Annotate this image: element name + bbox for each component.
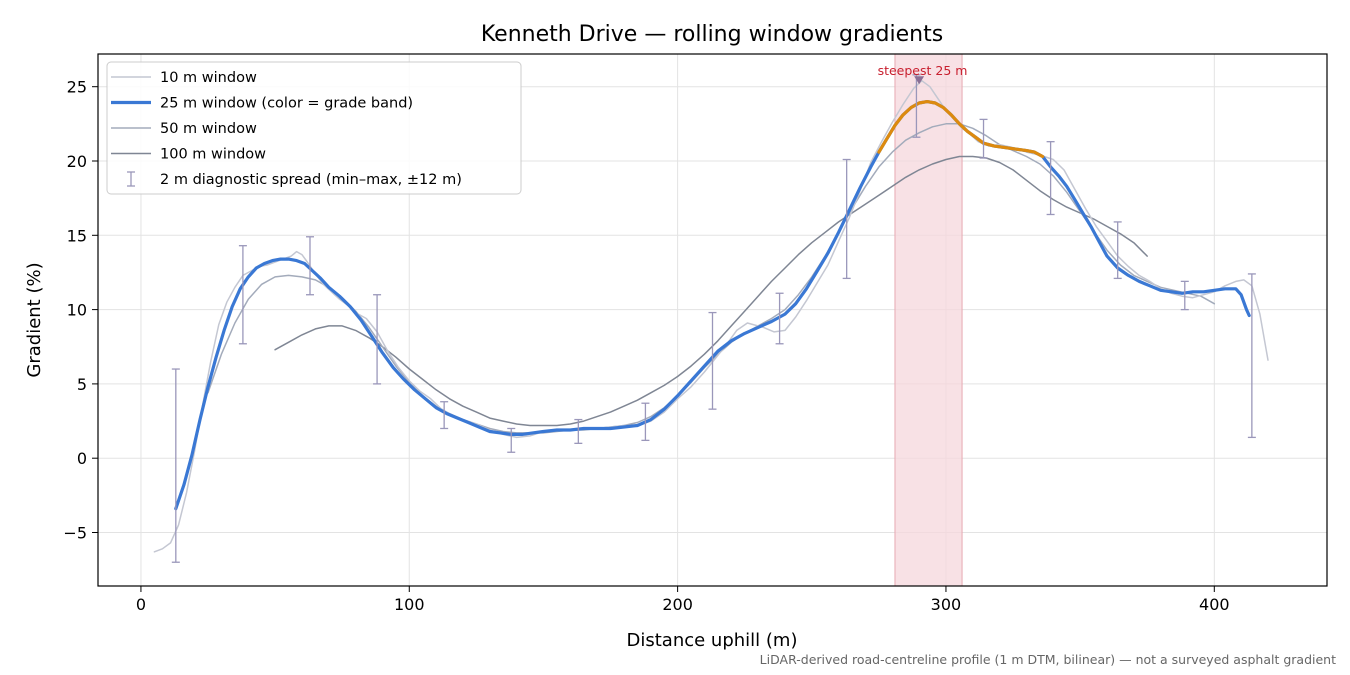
steepest-marker: [914, 76, 925, 85]
spread-bar: [1113, 221, 1122, 280]
y-tick-label: 20: [67, 152, 87, 171]
steepest-marker-layer: steepest 25 m: [878, 63, 968, 85]
series-line-w100: [274, 155, 1148, 427]
legend-entry: 100 m window: [111, 147, 266, 163]
spread-bar: [979, 118, 988, 159]
spread-bar: [238, 245, 247, 345]
series-line-w25: [174, 100, 1251, 511]
legend-label: 10 m window: [160, 70, 257, 86]
spread-bar: [574, 418, 583, 444]
spread-bar: [775, 292, 784, 345]
legend-entry: 10 m window: [111, 70, 257, 86]
legend-label: 2 m diagnostic spread (min–max, ±12 m): [160, 172, 462, 188]
x-tick-label: 100: [394, 595, 425, 614]
spread-bars: [171, 74, 1256, 563]
x-tick-label: 400: [1199, 595, 1230, 614]
legend: 10 m window 25 m window (color = grade ba…: [106, 61, 522, 195]
plot-frame: [97, 53, 1328, 587]
y-tick-label: −5: [63, 524, 87, 543]
series-layer: [153, 79, 1269, 553]
spread-bar: [1180, 280, 1189, 311]
spread-bar: [440, 401, 449, 430]
spread-bar: [912, 74, 921, 138]
x-axis-ticks: 0 100 200 300 400: [136, 586, 1230, 614]
x-tick-label: 0: [136, 595, 146, 614]
steepest-band: [894, 53, 963, 587]
y-axis-label: Gradient (%): [24, 262, 45, 377]
legend-label: 100 m window: [160, 147, 266, 163]
legend-label: 25 m window (color = grade band): [160, 96, 413, 112]
x-axis-label: Distance uphill (m): [627, 630, 798, 651]
legend-entry: 50 m window: [111, 121, 257, 137]
legend-entry: 2 m diagnostic spread (min–max, ±12 m): [127, 171, 462, 188]
y-tick-label: 5: [77, 375, 87, 394]
y-tick-label: 25: [67, 78, 87, 97]
footnote: LiDAR-derived road-centreline profile (1…: [760, 652, 1336, 667]
y-tick-label: 0: [77, 449, 87, 468]
spread-bar: [1247, 273, 1256, 439]
spread-bar: [842, 158, 851, 280]
spread-bar: [171, 368, 180, 563]
steepest-label: steepest 25 m: [878, 63, 968, 78]
legend-entry: 25 m window (color = grade band): [111, 96, 413, 112]
series-line-w10: [153, 79, 1269, 553]
chart-title: Kenneth Drive — rolling window gradients: [481, 22, 943, 47]
steepest-band-rect: [894, 53, 963, 587]
x-tick-label: 200: [662, 595, 693, 614]
spread-bar: [373, 294, 382, 385]
spread-bar: [305, 236, 314, 296]
spread-bar: [641, 402, 650, 442]
legend-box: [106, 61, 522, 195]
spread-bar: [1046, 141, 1055, 216]
y-tick-label: 10: [67, 301, 87, 320]
x-tick-label: 300: [931, 595, 962, 614]
series-line-w25-grade-band: [877, 100, 1045, 159]
legend-label: 50 m window: [160, 121, 257, 137]
spread-bar: [708, 311, 717, 410]
y-axis-ticks: −5 0 5 10 15 20 25: [63, 78, 98, 543]
y-tick-label: 15: [67, 226, 87, 245]
spread-bar: [507, 427, 516, 453]
